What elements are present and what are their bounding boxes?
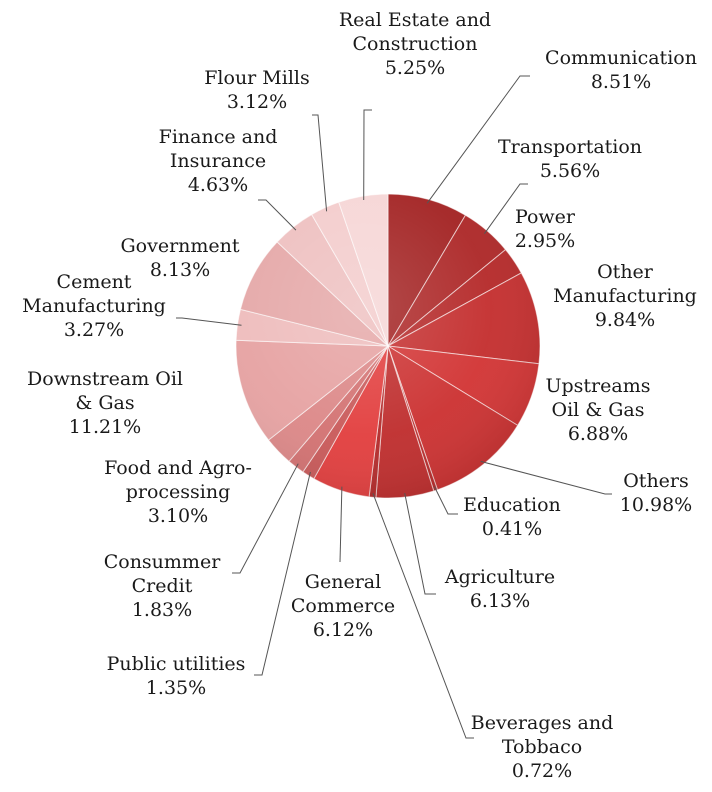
slice-label-cement-manufacturing: Cement Manufacturing 3.27%	[22, 271, 166, 341]
slice-label-beverages-and-tobbaco: Beverages and Tobbaco 0.72%	[471, 712, 614, 782]
leader-line-consummer-credit	[232, 463, 299, 574]
slice-label-general-commerce: General Commerce 6.12%	[291, 571, 395, 641]
leader-line-others	[480, 460, 612, 495]
slice-label-communication: Communication 8.51%	[545, 47, 697, 93]
leader-line-general-commerce	[339, 486, 343, 563]
slice-label-government: Government 8.13%	[120, 235, 239, 281]
slice-label-upstreams-oil-gas: Upstreams Oil & Gas 6.88%	[546, 375, 651, 445]
slice-label-other-manufacturing: Other Manufacturing 9.84%	[553, 261, 697, 331]
slice-label-education: Education 0.41%	[463, 494, 561, 540]
leader-line-real-estate-and-construction	[363, 109, 372, 201]
leader-line-finance-and-insurance	[258, 199, 297, 231]
slice-label-consummer-credit: Consummer Credit 1.83%	[104, 551, 221, 621]
leader-line-transportation	[483, 183, 528, 234]
slice-label-public-utilities: Public utilities 1.35%	[107, 653, 246, 699]
leader-line-agriculture	[404, 493, 436, 595]
slice-label-real-estate-and-construction: Real Estate and Construction 5.25%	[339, 9, 491, 79]
slice-label-flour-mills: Flour Mills 3.12%	[204, 67, 310, 113]
leader-line-public-utilities	[254, 471, 311, 676]
slice-label-others: Others 10.98%	[620, 470, 692, 516]
slice-label-power: Power 2.95%	[515, 206, 576, 252]
slice-label-agriculture: Agriculture 6.13%	[444, 566, 555, 612]
slice-label-transportation: Transportation 5.56%	[498, 136, 642, 182]
leader-line-communication	[426, 75, 530, 204]
leader-line-cement-manufacturing	[176, 317, 242, 326]
leader-line-beverages-and-tobbaco	[372, 493, 474, 739]
leader-line-education	[433, 486, 458, 515]
slice-label-downstream-oil-gas: Downstream Oil & Gas 11.21%	[27, 368, 183, 438]
slice-label-finance-and-insurance: Finance and Insurance 4.63%	[159, 126, 278, 196]
leader-line-flour-mills	[312, 114, 328, 212]
slice-label-food-and-agro-processing: Food and Agro-processing 3.10%	[104, 457, 252, 527]
